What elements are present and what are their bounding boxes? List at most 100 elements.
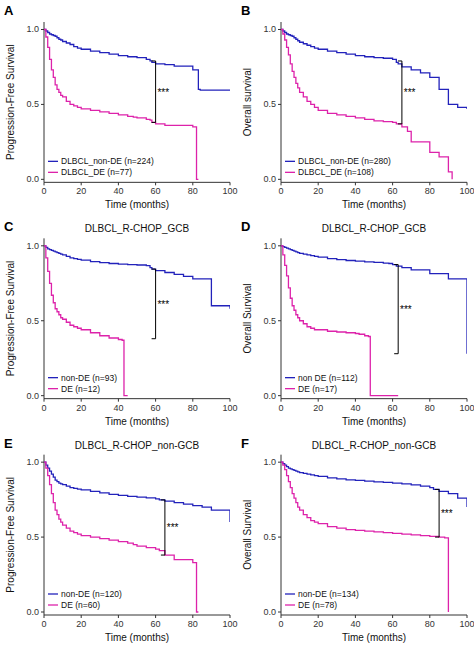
x-tick-label: 80 bbox=[425, 403, 435, 413]
x-tick bbox=[81, 615, 82, 618]
x-tick-label: 80 bbox=[425, 186, 435, 196]
x-tick-label: 0 bbox=[41, 619, 46, 629]
x-tick-label: 60 bbox=[151, 619, 161, 629]
x-tick bbox=[318, 182, 319, 185]
x-axis-label: Time (months) bbox=[105, 416, 169, 427]
x-tick bbox=[392, 399, 393, 402]
x-tick-label: 60 bbox=[388, 619, 398, 629]
x-tick bbox=[192, 615, 193, 618]
plot-area bbox=[44, 246, 230, 396]
significance-bracket bbox=[394, 265, 398, 354]
y-tick bbox=[278, 29, 281, 30]
legend-label: DLBCL_DE (n=108) bbox=[298, 167, 374, 177]
x-tick bbox=[81, 399, 82, 402]
x-tick bbox=[81, 182, 82, 185]
legend-handle bbox=[48, 593, 58, 594]
legend-label: DE (n=12) bbox=[61, 384, 100, 394]
y-tick-label: 1.0 bbox=[263, 457, 276, 467]
x-tick bbox=[230, 615, 231, 618]
x-tick-label: 20 bbox=[76, 186, 86, 196]
plot-area bbox=[281, 246, 467, 396]
x-tick-label: 40 bbox=[113, 186, 123, 196]
legend-label: non-DE (n=134) bbox=[298, 589, 359, 599]
legend-handle bbox=[48, 604, 58, 605]
x-tick-label: 0 bbox=[278, 619, 283, 629]
x-tick-label: 100 bbox=[459, 186, 474, 196]
panel: 0204060801000.00.51.0Time (months)Progre… bbox=[4, 3, 238, 210]
y-axis-label: Overall survival bbox=[242, 68, 253, 136]
x-tick bbox=[155, 399, 156, 402]
significance-bracket bbox=[152, 61, 156, 122]
y-tick bbox=[278, 462, 281, 463]
y-axis-label: Overall Survival bbox=[242, 500, 253, 570]
y-tick-label: 0.5 bbox=[26, 99, 39, 109]
x-tick-label: 20 bbox=[313, 403, 323, 413]
panel-label: C bbox=[4, 219, 14, 234]
y-tick bbox=[41, 29, 44, 30]
panel-label: D bbox=[241, 219, 250, 234]
y-tick bbox=[278, 104, 281, 105]
x-axis-line bbox=[44, 615, 230, 616]
y-tick bbox=[278, 320, 281, 321]
significance-bracket bbox=[161, 500, 165, 555]
panel-label: F bbox=[241, 436, 249, 451]
step-curve bbox=[281, 462, 448, 612]
x-tick bbox=[118, 182, 119, 185]
legend-label: non-DE (n=93) bbox=[61, 373, 117, 383]
title: DLBCL_R-CHOP_GCB bbox=[85, 223, 190, 234]
y-axis-label: Progression-Free Survival bbox=[5, 44, 16, 160]
y-tick bbox=[41, 320, 44, 321]
y-tick bbox=[41, 395, 44, 396]
legend-handle bbox=[285, 172, 295, 173]
y-tick-label: 1.0 bbox=[26, 457, 39, 467]
y-tick bbox=[278, 537, 281, 538]
legend-handle bbox=[285, 377, 295, 378]
legend-label: DE (n=78) bbox=[298, 600, 337, 610]
legend-handle bbox=[48, 388, 58, 389]
x-tick bbox=[355, 399, 356, 402]
y-tick-label: 1.0 bbox=[263, 241, 276, 251]
x-tick bbox=[155, 615, 156, 618]
y-tick-label: 1.0 bbox=[26, 241, 39, 251]
legend-label: non DE (n=112) bbox=[298, 373, 358, 383]
x-tick-label: 40 bbox=[350, 619, 360, 629]
step-curve bbox=[44, 29, 230, 90]
plot-area bbox=[44, 462, 230, 612]
step-curve bbox=[44, 462, 230, 522]
x-tick-label: 40 bbox=[350, 186, 360, 196]
panel: 0204060801000.00.51.0Time (months)Progre… bbox=[4, 219, 238, 426]
x-tick-label: 0 bbox=[41, 186, 46, 196]
y-tick-label: 0.0 bbox=[26, 607, 39, 617]
legend-label: DLBCL_DE (n=77) bbox=[61, 167, 132, 177]
x-tick bbox=[355, 182, 356, 185]
x-tick-label: 100 bbox=[222, 403, 237, 413]
legend-handle bbox=[285, 604, 295, 605]
x-tick bbox=[281, 182, 282, 185]
x-tick-label: 100 bbox=[222, 619, 237, 629]
annotation: *** bbox=[157, 299, 169, 310]
panel: 0204060801000.00.51.0Time (months)Overal… bbox=[241, 3, 474, 210]
legend-label: DE (n=60) bbox=[61, 600, 100, 610]
panel-label: B bbox=[241, 3, 250, 18]
x-tick-label: 40 bbox=[350, 403, 360, 413]
x-axis-line bbox=[44, 182, 230, 183]
x-tick bbox=[429, 399, 430, 402]
x-axis-line bbox=[281, 398, 467, 399]
significance-bracket bbox=[398, 61, 402, 124]
y-axis-line bbox=[281, 22, 282, 182]
y-tick bbox=[41, 462, 44, 463]
legend: non-DE (n=93)DE (n=12) bbox=[48, 373, 117, 394]
y-tick bbox=[41, 245, 44, 246]
x-tick bbox=[155, 182, 156, 185]
x-tick bbox=[192, 399, 193, 402]
legend-label: non-DE (n=120) bbox=[61, 589, 122, 599]
y-tick-label: 0.5 bbox=[263, 99, 276, 109]
x-tick bbox=[44, 399, 45, 402]
x-tick bbox=[118, 615, 119, 618]
x-axis-label: Time (months) bbox=[342, 632, 406, 643]
x-tick bbox=[281, 399, 282, 402]
y-tick-label: 1.0 bbox=[26, 24, 39, 34]
x-axis-label: Time (months) bbox=[105, 199, 169, 210]
y-tick bbox=[41, 537, 44, 538]
chart-figure: 0 20 40 60 80 100 0.0 0.5 1.0 Time (months) Progre… bbox=[0, 0, 474, 649]
